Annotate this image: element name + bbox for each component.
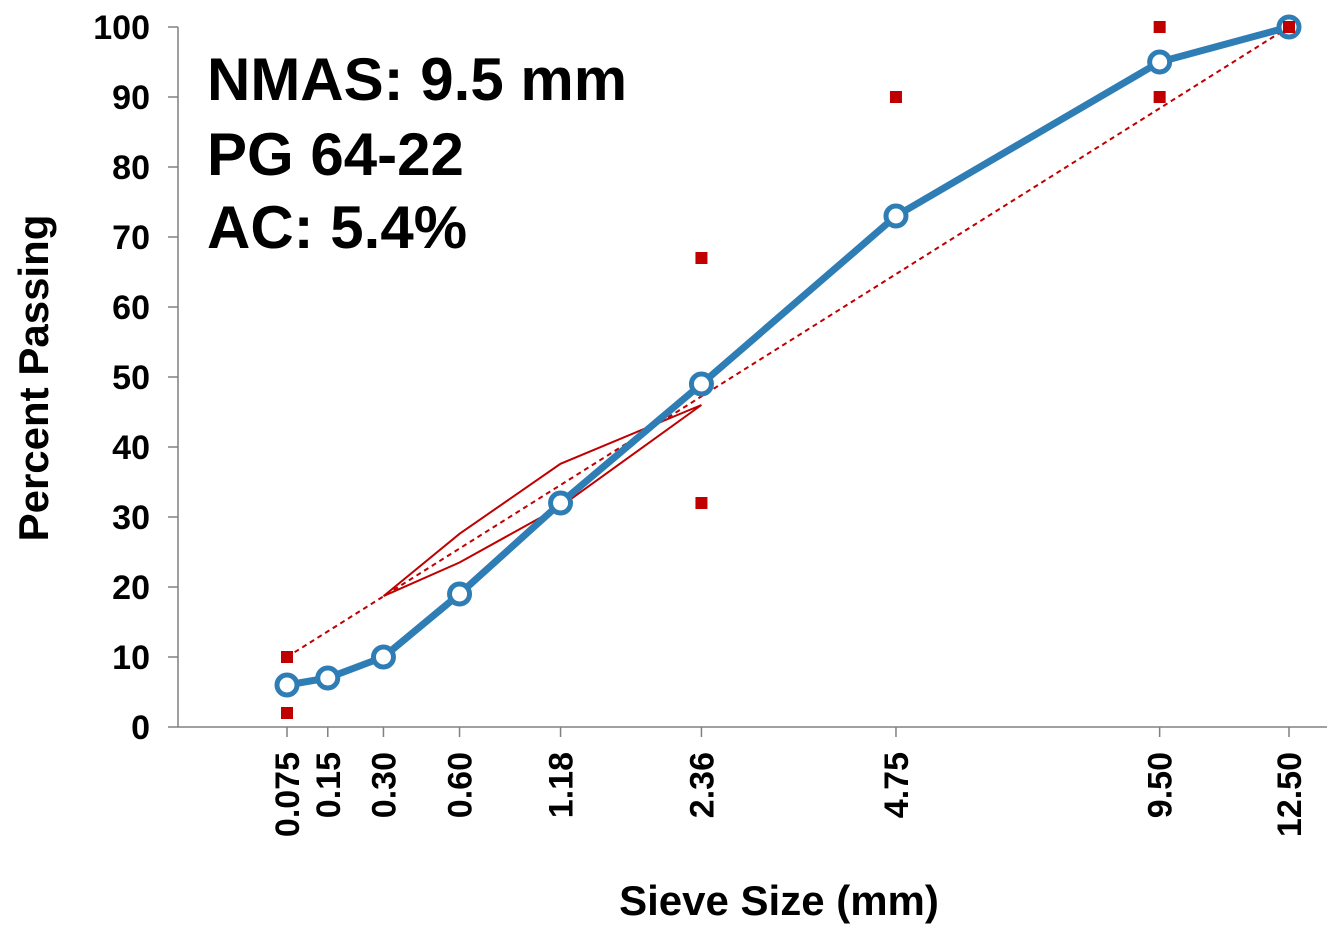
x-tick-label: 12.50 bbox=[1271, 752, 1309, 837]
gradation-point bbox=[447, 581, 473, 607]
control-point bbox=[695, 252, 708, 264]
annotation-asphalt-content: AC: 5.4% bbox=[207, 194, 467, 261]
y-tick-label: 10 bbox=[112, 639, 150, 677]
gradation-point bbox=[548, 490, 574, 516]
y-axis-title: Percent Passing bbox=[10, 215, 57, 542]
y-tick-label: 50 bbox=[112, 359, 150, 397]
y-tick-label: 60 bbox=[112, 289, 150, 327]
annotation-binder-grade: PG 64-22 bbox=[207, 121, 464, 188]
y-tick-label: 100 bbox=[93, 9, 150, 47]
x-tick-label: 2.36 bbox=[683, 752, 721, 818]
x-axis-title: Sieve Size (mm) bbox=[619, 877, 939, 924]
control-point bbox=[695, 497, 708, 509]
x-tick-label: 1.18 bbox=[543, 752, 581, 818]
y-tick-label: 90 bbox=[112, 79, 150, 117]
x-tick-label: 0.30 bbox=[365, 752, 403, 818]
x-tick-label: 0.075 bbox=[269, 752, 307, 837]
control-point bbox=[1153, 91, 1166, 103]
x-tick-label: 0.60 bbox=[442, 752, 480, 818]
gradation-point bbox=[1147, 49, 1173, 75]
axes-layer bbox=[168, 26, 1327, 737]
labels-layer: 0 10 20 30 40 50 60 70 80 90 100 0.075 0.15 0.30 0.60 1… bbox=[93, 9, 1309, 837]
y-tick-label: 30 bbox=[112, 499, 150, 537]
gradation-point bbox=[688, 371, 714, 397]
control-point bbox=[281, 707, 293, 719]
y-tick-label: 80 bbox=[112, 149, 150, 187]
control-point bbox=[1283, 21, 1295, 33]
y-tick-label: 70 bbox=[112, 219, 150, 257]
restricted-zone-outline bbox=[382, 404, 702, 598]
annotation-nmas: NMAS: 9.5 mm bbox=[207, 46, 627, 113]
control-point bbox=[281, 651, 293, 663]
y-tick-label: 40 bbox=[112, 429, 150, 467]
control-point bbox=[889, 91, 902, 103]
control-point bbox=[1153, 21, 1166, 33]
gradation-point bbox=[370, 644, 396, 670]
series-layer bbox=[274, 14, 1302, 719]
x-tick-label: 4.75 bbox=[878, 752, 916, 818]
gradation-point bbox=[883, 203, 909, 229]
x-tick-label: 0.15 bbox=[310, 752, 348, 818]
y-tick-label: 20 bbox=[112, 569, 150, 607]
y-tick-label: 0 bbox=[131, 709, 150, 747]
gradation-point bbox=[315, 665, 341, 691]
x-tick-label: 9.50 bbox=[1142, 752, 1180, 818]
gradation-point bbox=[274, 672, 300, 698]
